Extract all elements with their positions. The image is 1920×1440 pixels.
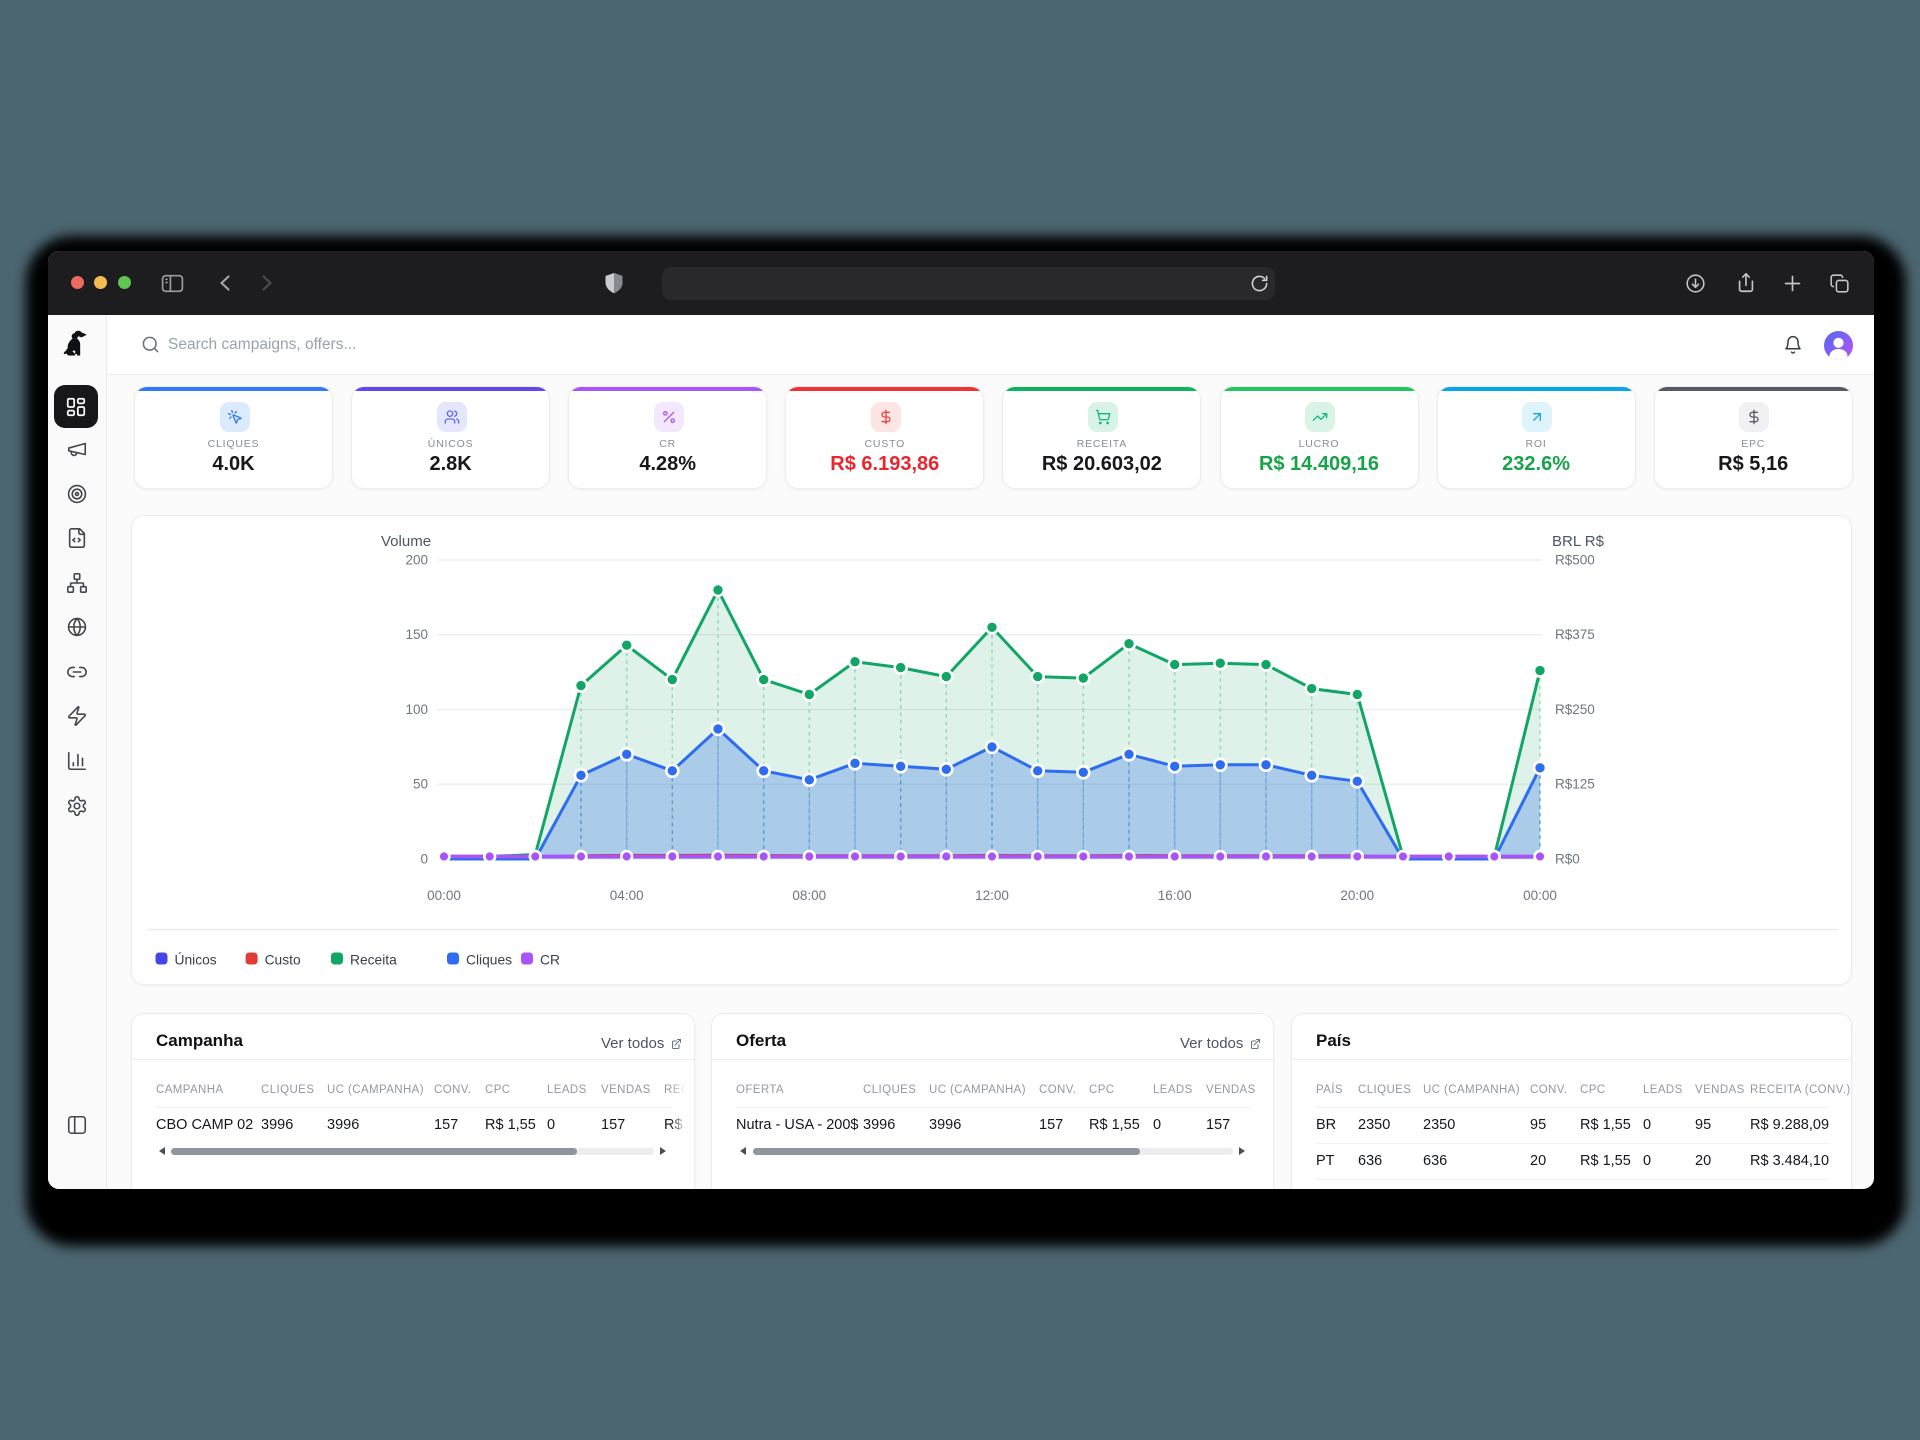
svg-text:20:00: 20:00 (1340, 888, 1374, 903)
svg-text:50: 50 (413, 777, 428, 792)
svg-text:Custo: Custo (265, 953, 301, 968)
svg-text:Únicos: Únicos (175, 952, 217, 968)
svg-text:R$125: R$125 (1555, 777, 1595, 792)
svg-text:BRL R$: BRL R$ (1552, 533, 1605, 550)
svg-text:R$0: R$0 (1555, 852, 1580, 867)
svg-text:12:00: 12:00 (975, 888, 1009, 903)
svg-text:100: 100 (405, 702, 428, 717)
svg-text:08:00: 08:00 (792, 888, 826, 903)
svg-text:Receita: Receita (350, 953, 397, 968)
svg-text:CR: CR (540, 953, 560, 968)
svg-text:00:00: 00:00 (427, 888, 461, 903)
svg-text:R$500: R$500 (1555, 553, 1595, 568)
svg-text:Volume: Volume (381, 533, 431, 550)
svg-text:R$375: R$375 (1555, 627, 1595, 642)
svg-text:Cliques: Cliques (466, 953, 512, 968)
svg-text:R$250: R$250 (1555, 702, 1595, 717)
svg-text:150: 150 (405, 627, 428, 642)
svg-text:0: 0 (420, 852, 428, 867)
svg-text:200: 200 (405, 553, 428, 568)
svg-text:16:00: 16:00 (1158, 888, 1192, 903)
svg-text:00:00: 00:00 (1523, 888, 1557, 903)
svg-text:04:00: 04:00 (610, 888, 644, 903)
